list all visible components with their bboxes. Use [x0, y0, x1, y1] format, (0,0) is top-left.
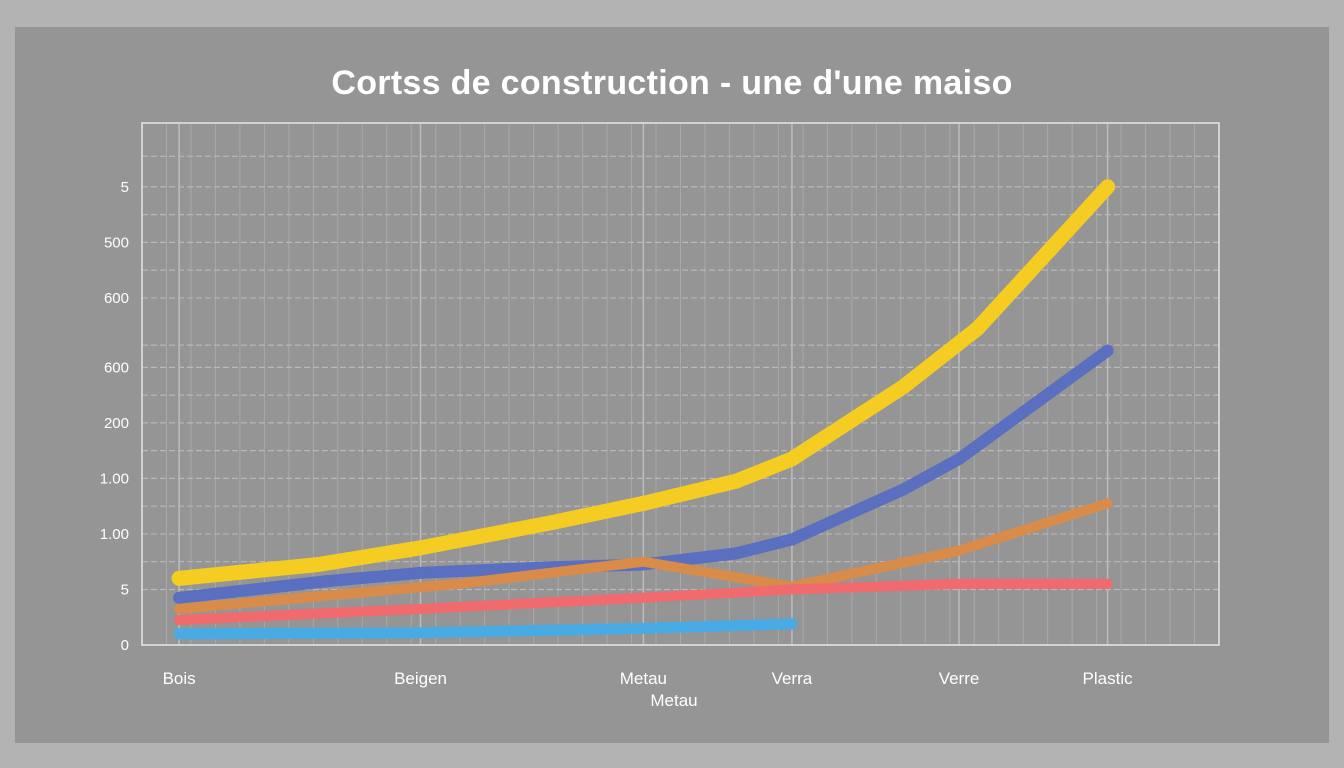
y-axis-ticks: 0 5 1.00 1.00 200 600 600 500 5 — [100, 179, 129, 654]
data-point-bleu — [414, 566, 427, 579]
y-tick-label: 500 — [104, 234, 129, 251]
data-point-rouge — [954, 578, 965, 589]
data-point-bleu — [321, 575, 334, 588]
data-point-rouge — [415, 603, 426, 614]
x-tick-label: Metau — [620, 669, 667, 688]
series-line-jaune — [171, 179, 1116, 586]
data-point-bleu — [785, 533, 798, 546]
data-point-jaune — [1100, 179, 1116, 195]
data-point-jaune — [543, 515, 559, 531]
data-point-bleu — [730, 547, 743, 560]
x-tick-label: Verra — [772, 669, 813, 688]
data-point-rouge — [174, 615, 185, 626]
plot-frame — [141, 122, 1220, 646]
data-point-rouge — [786, 584, 797, 595]
data-point-orange — [452, 578, 463, 589]
data-point-orange — [1102, 498, 1113, 509]
data-point-jaune — [413, 540, 429, 556]
data-point-jaune — [310, 556, 326, 572]
x-axis-label: Metau — [650, 691, 697, 710]
y-tick-label: 1.00 — [100, 526, 129, 543]
data-point-jaune — [895, 379, 911, 395]
y-tick-label: 5 — [121, 581, 129, 598]
data-point-bleu — [897, 483, 910, 496]
data-point-orange — [638, 556, 649, 567]
y-tick-label: 200 — [104, 415, 129, 432]
y-tick-label: 5 — [121, 179, 129, 196]
data-point-jaune — [970, 320, 986, 336]
data-point-jaune — [171, 570, 187, 586]
x-tick-label: Verre — [939, 669, 980, 688]
series-line-bleu — [173, 344, 1114, 604]
y-tick-label: 0 — [121, 637, 129, 654]
series-line-rouge — [174, 578, 1113, 626]
x-axis-ticks: Bois Beigen Metau Verra Verre Plastic — [163, 669, 1134, 688]
data-point-orange — [954, 545, 965, 556]
data-point-bleu — [173, 591, 186, 604]
data-point-rouge — [1102, 578, 1113, 589]
data-point-bleu — [1101, 344, 1114, 357]
series-line-cyan — [173, 618, 798, 640]
x-tick-label: Plastic — [1083, 669, 1134, 688]
data-point-jaune — [784, 451, 800, 467]
data-point-orange — [174, 603, 185, 614]
chart-title: Cortss de construction - une d'une maiso — [331, 64, 1013, 102]
data-point-cyan — [637, 622, 649, 634]
data-point-orange — [359, 587, 370, 598]
data-point-cyan — [173, 628, 185, 640]
data-point-cyan — [786, 618, 798, 630]
data-point-cyan — [415, 627, 427, 639]
data-point-rouge — [638, 592, 649, 603]
y-tick-label: 600 — [104, 290, 129, 307]
data-point-jaune — [728, 473, 744, 489]
x-tick-label: Beigen — [394, 669, 447, 688]
y-tick-label: 600 — [104, 359, 129, 376]
series-layer — [171, 179, 1116, 640]
y-tick-label: 1.00 — [100, 470, 129, 487]
data-point-bleu — [953, 452, 966, 465]
data-point-jaune — [635, 495, 651, 511]
x-tick-label: Bois — [163, 669, 196, 688]
